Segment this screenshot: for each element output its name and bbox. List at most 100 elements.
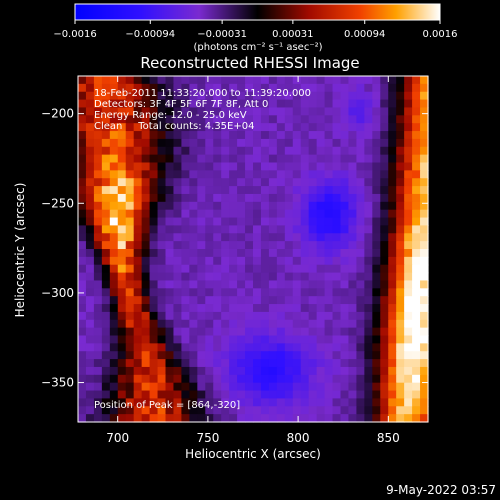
heatmap-cell [173, 374, 182, 384]
heatmap-cell [268, 359, 278, 368]
heatmap-cell [117, 201, 127, 211]
heatmap-cell [340, 217, 350, 227]
heatmap-cell [133, 162, 143, 171]
heatmap-cell [372, 382, 381, 392]
heatmap-cell [253, 406, 262, 415]
heatmap-cell [101, 115, 111, 124]
heatmap-cell [380, 359, 389, 368]
heatmap-cell [173, 162, 182, 171]
heatmap-cell [125, 193, 135, 203]
heatmap-cell [316, 162, 326, 171]
heatmap-cell [189, 280, 198, 289]
heatmap-cell [372, 249, 381, 258]
heatmap-cell [85, 398, 95, 407]
heatmap-cell [364, 170, 373, 179]
heatmap-cell [292, 359, 302, 368]
heatmap-cell [149, 256, 159, 266]
heatmap-cell [85, 382, 95, 392]
heatmap-cell [348, 138, 357, 148]
heatmap-cell [141, 390, 151, 400]
heatmap-cell [117, 162, 127, 171]
heatmap-cell [181, 209, 190, 219]
heatmap-cell [404, 319, 413, 329]
heatmap-cell [276, 233, 286, 242]
heatmap-cell [340, 233, 350, 242]
heatmap-cell [268, 256, 278, 266]
heatmap-cell [300, 359, 310, 368]
heatmap-cell [276, 406, 286, 415]
heatmap-cell [364, 327, 373, 337]
heatmap-cell [332, 319, 342, 329]
heatmap-cell [300, 131, 310, 140]
heatmap-cell [308, 99, 318, 109]
heatmap-cell [245, 146, 254, 156]
heatmap-cell [388, 304, 397, 313]
heatmap-cell [372, 335, 381, 344]
heatmap-cell [221, 335, 230, 344]
heatmap-cell [189, 264, 198, 274]
heatmap-cell [181, 91, 190, 101]
heatmap-cell [316, 390, 326, 400]
heatmap-cell [268, 186, 278, 195]
heatmap-cell [284, 186, 294, 195]
heatmap-cell [340, 170, 350, 179]
heatmap-cell [213, 264, 222, 274]
x-tick-label: 750 [196, 431, 219, 445]
heatmap-cell [253, 304, 262, 313]
heatmap-cell [117, 359, 127, 368]
heatmap-cell [221, 193, 230, 203]
heatmap-cell [276, 272, 286, 282]
heatmap-cell [308, 193, 318, 203]
heatmap-cell [316, 209, 326, 219]
heatmap-cell [189, 398, 198, 407]
heatmap-cell [404, 76, 413, 85]
heatmap-cell [364, 304, 373, 313]
heatmap-cell [268, 343, 278, 352]
heatmap-cell [245, 178, 254, 187]
heatmap-cell [340, 382, 350, 392]
heatmap-cell [85, 249, 95, 258]
heatmap-cell [292, 178, 302, 187]
heatmap-cell [308, 288, 318, 297]
heatmap-cell [85, 225, 95, 234]
heatmap-cell [205, 146, 214, 156]
heatmap-cell [165, 186, 175, 195]
heatmap-cell [292, 327, 302, 337]
heatmap-cell [332, 154, 342, 164]
heatmap-cell [268, 107, 278, 116]
heatmap-cell [117, 311, 127, 321]
heatmap-cell [388, 327, 397, 337]
heatmap-cell [221, 241, 230, 250]
heatmap-cell [316, 351, 326, 360]
heatmap-cell [245, 311, 254, 321]
heatmap-cell [125, 201, 135, 211]
heatmap-cell [173, 217, 182, 227]
heatmap-cell [276, 225, 286, 234]
heatmap-cell [125, 366, 135, 376]
heatmap-cell [149, 249, 159, 258]
heatmap-cell [372, 374, 381, 384]
heatmap-cell [141, 123, 151, 132]
heatmap-cell [229, 83, 238, 93]
heatmap-cell [85, 131, 95, 140]
heatmap-cell [197, 390, 206, 400]
heatmap-cell [420, 382, 429, 392]
heatmap-cell [276, 217, 286, 227]
heatmap-cell [284, 256, 294, 266]
heatmap-cell [284, 272, 294, 282]
heatmap-cell [221, 178, 230, 187]
heatmap-cell [276, 131, 286, 140]
heatmap-cell [268, 138, 278, 148]
heatmap-cell [348, 319, 357, 329]
heatmap-cell [348, 241, 357, 250]
heatmap-cell [173, 366, 182, 376]
heatmap-cell [324, 343, 334, 352]
heatmap-cell [85, 201, 95, 211]
heatmap-cell [356, 390, 365, 400]
heatmap-cell [221, 99, 230, 109]
heatmap-cell [284, 138, 294, 148]
heatmap-cell [245, 162, 254, 171]
heatmap-cell [109, 249, 119, 258]
heatmap-cell [364, 193, 373, 203]
heatmap-cell [356, 256, 365, 266]
